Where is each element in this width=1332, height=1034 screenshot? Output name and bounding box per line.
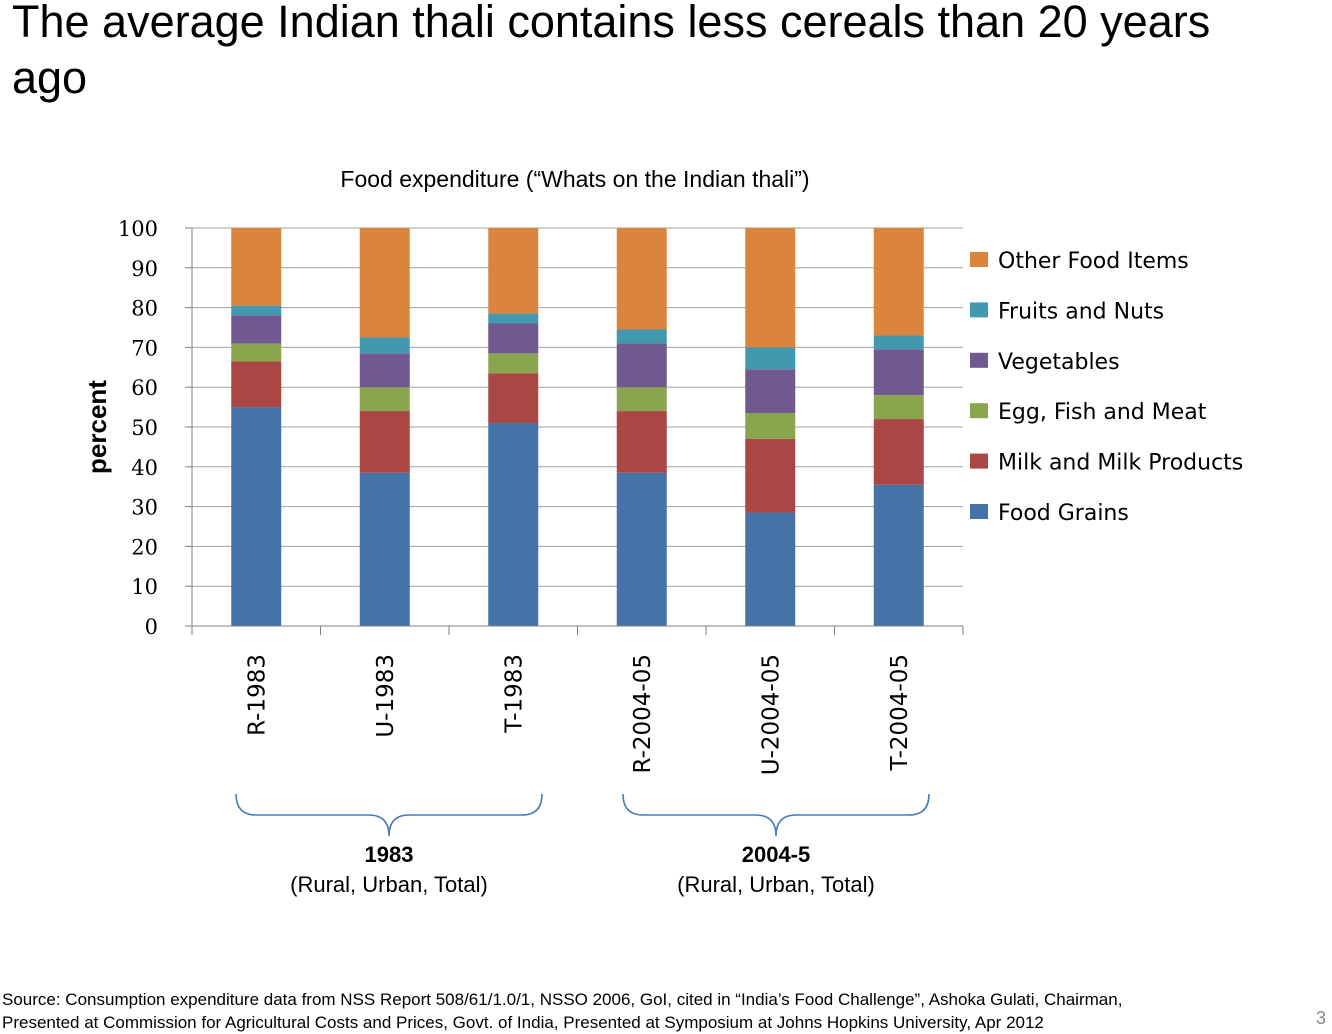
source-line-1: Source: Consumption expenditure data fro… xyxy=(2,990,1123,1009)
y-tick-label: 0 xyxy=(145,615,158,639)
ticks-layer: 0 10 20 30 40 50 60 70 80 90 100 R-1983 U-1983 T-1983… xyxy=(118,217,913,775)
bar-segment xyxy=(745,512,796,626)
brace-2004-5 xyxy=(622,793,930,837)
bar-segment xyxy=(488,323,539,354)
y-tick-label: 80 xyxy=(131,297,158,321)
group-label-2004-5: 2004-5 (Rural, Urban, Total) xyxy=(606,840,946,900)
y-tick-label: 40 xyxy=(131,456,158,480)
bar-segment xyxy=(745,347,796,370)
bar-segment xyxy=(231,315,282,344)
y-tick-label: 10 xyxy=(131,575,158,599)
group-label-1983: 1983 (Rural, Urban, Total) xyxy=(219,840,559,900)
bar-segment xyxy=(745,413,796,439)
group-braces xyxy=(235,793,930,837)
group-year: 1983 xyxy=(364,842,414,867)
y-tick-label: 60 xyxy=(131,376,158,400)
brace-1983 xyxy=(235,793,543,837)
x-tick-label: U-1983 xyxy=(373,654,399,738)
bars-layer xyxy=(231,228,924,626)
bar-segment xyxy=(745,369,796,414)
bar-segment xyxy=(873,395,924,420)
legend: Other Food Items Fruits and Nuts Vegetable… xyxy=(970,249,1243,526)
stacked-bar-chart: 0 10 20 30 40 50 60 70 80 90 100 R-1983 U-1983 T-1983… xyxy=(82,217,1243,837)
x-tick-label: T-1983 xyxy=(501,654,527,734)
bar-segment xyxy=(745,438,796,513)
legend-label: Egg, Fish and Meat xyxy=(998,400,1207,425)
slide-title: The average Indian thali contains less c… xyxy=(12,0,1211,103)
legend-label: Vegetables xyxy=(998,350,1120,375)
bar-segment xyxy=(231,407,282,626)
bar-segment xyxy=(616,228,667,330)
y-tick-label: 70 xyxy=(131,336,158,360)
legend-swatch xyxy=(970,302,988,318)
bar-segment xyxy=(616,411,667,473)
x-tick-label: U-2004-05 xyxy=(758,654,784,775)
y-tick-label: 50 xyxy=(131,416,158,440)
bar-segment xyxy=(359,411,410,473)
legend-label: Food Grains xyxy=(998,501,1129,526)
bar-segment xyxy=(745,228,796,348)
bar-segment xyxy=(873,228,924,336)
y-tick-label: 90 xyxy=(131,257,158,281)
legend-swatch xyxy=(970,504,988,519)
source-note: Source: Consumption expenditure data fro… xyxy=(2,988,1292,1034)
x-tick-label: R-1983 xyxy=(244,654,270,736)
legend-swatch xyxy=(970,453,988,469)
bar-segment xyxy=(488,353,539,374)
bar-segment xyxy=(359,228,410,338)
x-tick-label: R-2004-05 xyxy=(630,654,656,773)
y-tick-label: 30 xyxy=(131,496,158,520)
axes-layer xyxy=(185,227,964,635)
bar-segment xyxy=(873,349,924,396)
source-line-2: Presented at Commission for Agricultural… xyxy=(2,1013,1044,1032)
bar-segment xyxy=(359,472,410,626)
grid-layer xyxy=(192,227,963,587)
legend-label: Other Food Items xyxy=(998,249,1189,274)
x-tick-label: T-2004-05 xyxy=(887,654,913,771)
group-sublabel: (Rural, Urban, Total) xyxy=(290,872,488,897)
bar-segment xyxy=(616,329,667,344)
page-number: 3 xyxy=(1315,1008,1326,1028)
legend-swatch xyxy=(970,252,988,267)
y-axis-label: percent xyxy=(82,380,112,474)
bar-segment xyxy=(488,373,539,424)
bar-segment xyxy=(616,472,667,626)
bar-segment xyxy=(488,423,539,626)
group-year: 2004-5 xyxy=(741,842,811,867)
bar-segment xyxy=(616,387,667,412)
legend-swatch xyxy=(970,403,988,419)
group-sublabel: (Rural, Urban, Total) xyxy=(677,872,875,897)
bar-segment xyxy=(231,228,282,306)
chart-title: Food expenditure (“Whats on the Indian t… xyxy=(340,166,810,192)
bar-segment xyxy=(231,305,282,316)
bar-segment xyxy=(231,361,282,408)
y-tick-label: 100 xyxy=(118,217,158,241)
bar-segment xyxy=(231,343,282,362)
bar-segment xyxy=(873,419,924,485)
bar-segment xyxy=(616,343,667,388)
bar-segment xyxy=(873,335,924,350)
bar-segment xyxy=(359,337,410,354)
legend-label: Milk and Milk Products xyxy=(998,451,1243,476)
legend-swatch xyxy=(970,352,988,368)
bar-segment xyxy=(488,228,539,314)
bar-segment xyxy=(873,484,924,626)
y-tick-label: 20 xyxy=(131,535,158,559)
bar-segment xyxy=(359,353,410,388)
bar-segment xyxy=(359,387,410,412)
bar-segment xyxy=(488,313,539,324)
legend-label: Fruits and Nuts xyxy=(998,299,1164,324)
